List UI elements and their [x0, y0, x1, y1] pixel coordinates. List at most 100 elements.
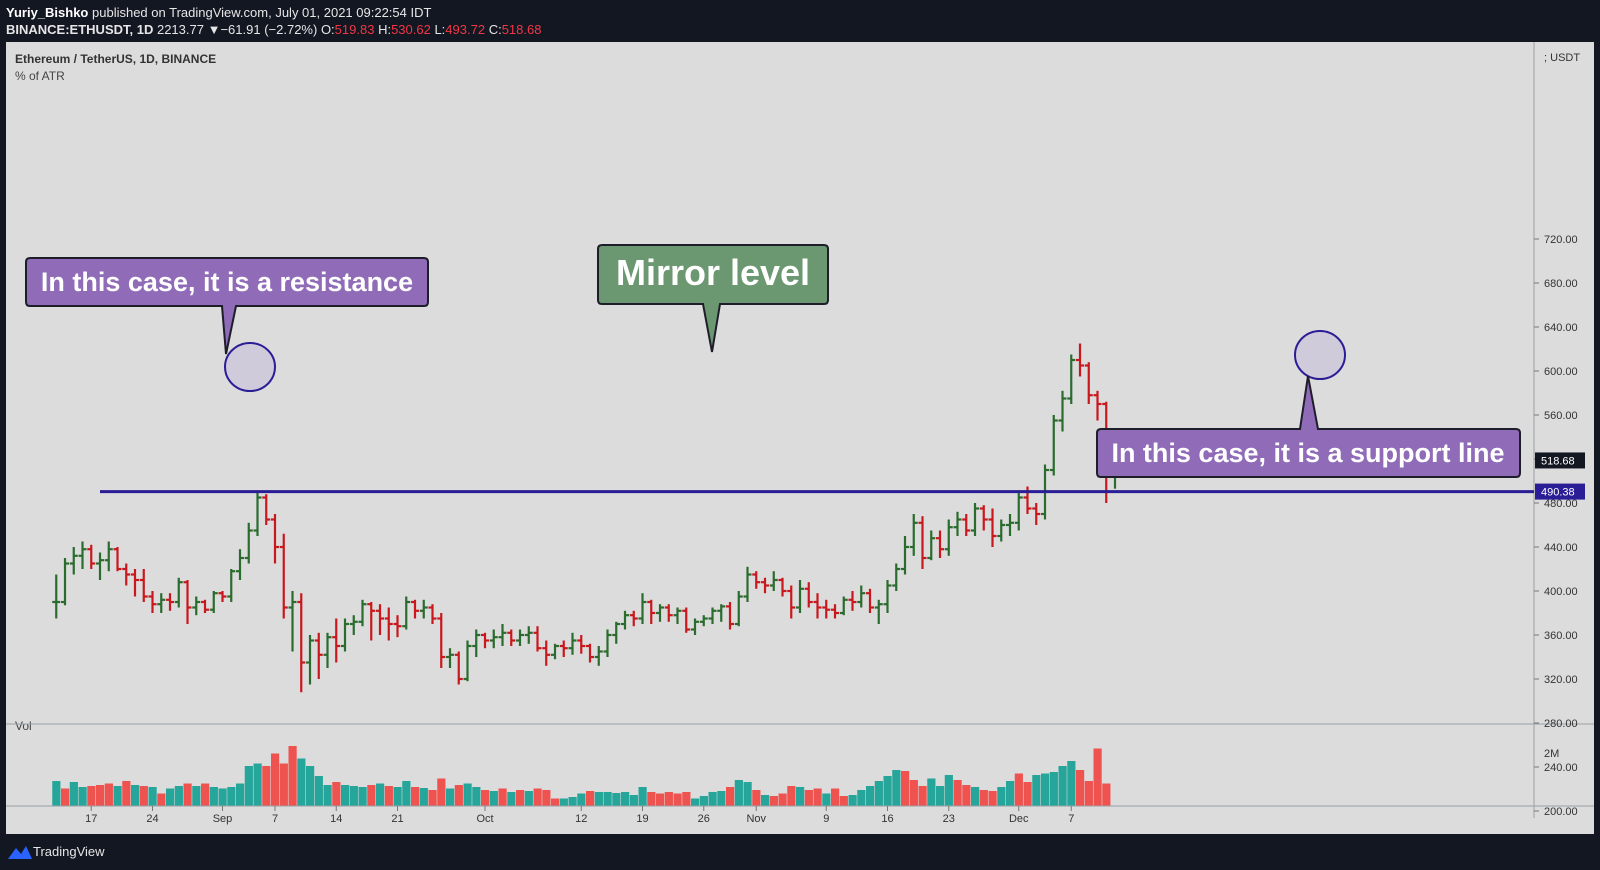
volume-bar [997, 787, 1006, 806]
ohlc-bar [1067, 354, 1076, 404]
volume-bar [577, 793, 586, 806]
level-price-tag-bg [1535, 483, 1585, 500]
ohlc-bar [664, 604, 673, 622]
volume-bar [813, 788, 822, 806]
time-tick-label: 17 [85, 813, 97, 825]
volume-bar [1093, 748, 1102, 806]
volume-bar [393, 787, 402, 806]
ohlc-bar [218, 591, 227, 602]
ohlc-bar [236, 549, 244, 580]
volume-bar [866, 786, 875, 806]
ohlc-bar [883, 580, 892, 613]
price-tick-label: 360.00 [1544, 630, 1578, 642]
ohlc-bar [1076, 343, 1084, 377]
ohlc-bar [551, 643, 559, 660]
ohlc-bar [192, 596, 201, 616]
volume-bar [594, 792, 603, 806]
volume-bar [1023, 782, 1032, 806]
ohlc-bar [909, 514, 918, 556]
ohlc-bar [489, 629, 498, 649]
ohlc-bar [656, 604, 664, 622]
support-circle[interactable] [1294, 330, 1346, 380]
ohlc-bar [629, 610, 638, 627]
support-callout[interactable]: In this case, it is a support line [1096, 375, 1521, 478]
ohlc-bar [586, 643, 594, 663]
ohlc-bar [971, 503, 979, 536]
ohlc-bar [367, 602, 376, 641]
resistance-circle[interactable] [224, 342, 276, 392]
ohlc-bar [901, 536, 909, 575]
volume-label: Vol [15, 719, 32, 733]
time-tick-label: 19 [636, 813, 648, 825]
volume-bar [87, 786, 96, 806]
ohlc-bars [52, 343, 1119, 693]
price-tick-label: 720.00 [1544, 234, 1578, 246]
volume-bar [437, 778, 446, 806]
volume-bar [1102, 783, 1111, 806]
volume-bar [761, 795, 770, 806]
volume-bar [769, 796, 778, 806]
price-tick-label: 640.00 [1544, 322, 1578, 334]
time-tick-label: Oct [476, 813, 493, 825]
volume-bar [113, 786, 122, 806]
resistance-callout[interactable]: In this case, it is a resistance [25, 257, 429, 355]
ohlc-bar [393, 615, 402, 638]
time-tick-label: 12 [575, 813, 587, 825]
volume-bar [489, 791, 498, 806]
time-tick-label: Nov [746, 813, 766, 825]
level-price-tag-text: 490.38 [1541, 487, 1575, 499]
mirror-callout-text: Mirror level [616, 252, 810, 293]
last-price: 2213.77 [156, 22, 204, 37]
ohlc-bar [87, 544, 96, 569]
support-callout-text: In this case, it is a support line [1111, 438, 1504, 468]
volume-bar [691, 798, 700, 806]
volume-bar [708, 792, 717, 806]
high-label: H: [378, 22, 392, 37]
ohlc-bar [796, 580, 804, 613]
volume-bar [78, 787, 87, 806]
volume-bar [892, 770, 901, 806]
volume-bar [157, 793, 166, 806]
ohlc-bar [699, 615, 708, 627]
volume-bar [341, 785, 350, 806]
volume-bar [874, 781, 883, 806]
ohlc-bar [621, 610, 629, 630]
ohlc-bar [542, 640, 551, 666]
volume-bar [463, 783, 472, 806]
symbol-label: BINANCE:ETHUSDT, 1D [6, 22, 154, 37]
volume-bar [883, 776, 892, 806]
volume-bar [139, 786, 148, 806]
volume-bar [1014, 773, 1023, 806]
price-tick-label: 680.00 [1544, 278, 1578, 290]
mirror-callout[interactable]: Mirror level [597, 244, 829, 353]
price-tick-label: 200.00 [1544, 806, 1578, 818]
ohlc-bar [148, 591, 157, 613]
volume-bar [804, 790, 813, 806]
volume-bar [516, 790, 525, 806]
time-tick-label: Dec [1009, 813, 1029, 825]
ohlc-bar [61, 558, 69, 606]
volume-bar [1032, 775, 1041, 806]
volume-bar [1006, 781, 1015, 806]
volume-bar [384, 786, 393, 806]
ohlc-bar [454, 651, 463, 685]
price-tick-label: 440.00 [1544, 542, 1578, 554]
volume-bar [796, 787, 805, 806]
footer-brand[interactable]: TradingView [33, 844, 105, 859]
volume-bar [612, 793, 621, 806]
ohlc-bar [691, 618, 699, 635]
volume-bar [752, 790, 761, 806]
ohlc-bar [936, 530, 944, 558]
ohlc-bar [244, 522, 253, 564]
ohlc-bar [988, 508, 997, 547]
author-name[interactable]: Yuriy_Bishko [6, 5, 89, 20]
volume-bar [603, 792, 612, 806]
volume-bar [551, 798, 560, 806]
volume-bar [831, 788, 840, 806]
ohlc-bar [52, 574, 61, 619]
volume-bar [848, 795, 857, 806]
ohlc-bar [944, 519, 953, 556]
ohlc-bar [769, 571, 778, 591]
resistance-callout-shape [25, 257, 429, 355]
